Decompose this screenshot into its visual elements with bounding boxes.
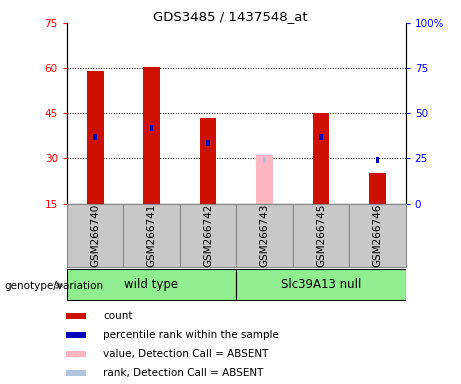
Text: GDS3485 / 1437548_at: GDS3485 / 1437548_at xyxy=(153,10,308,23)
Text: count: count xyxy=(103,311,132,321)
Text: genotype/variation: genotype/variation xyxy=(5,281,104,291)
Text: Slc39A13 null: Slc39A13 null xyxy=(281,278,361,291)
Bar xyxy=(150,125,153,131)
Bar xyxy=(67,204,123,267)
Bar xyxy=(263,157,266,163)
Bar xyxy=(256,156,273,204)
Text: GSM266742: GSM266742 xyxy=(203,204,213,267)
Bar xyxy=(349,204,406,267)
Bar xyxy=(67,269,236,300)
Text: GSM266741: GSM266741 xyxy=(147,204,157,267)
Bar xyxy=(180,204,236,267)
Bar xyxy=(143,67,160,204)
Text: value, Detection Call = ABSENT: value, Detection Call = ABSENT xyxy=(103,349,268,359)
Bar xyxy=(66,369,87,376)
Bar xyxy=(236,269,406,300)
Text: GSM266740: GSM266740 xyxy=(90,204,100,267)
Bar xyxy=(313,113,330,204)
Bar xyxy=(66,332,87,338)
Text: GSM266743: GSM266743 xyxy=(260,204,270,267)
Bar xyxy=(94,134,97,141)
Bar xyxy=(123,204,180,267)
Bar xyxy=(369,174,386,204)
Text: wild type: wild type xyxy=(124,278,178,291)
Text: GSM266746: GSM266746 xyxy=(372,204,383,267)
Bar xyxy=(87,71,104,204)
Bar xyxy=(207,141,210,146)
Text: percentile rank within the sample: percentile rank within the sample xyxy=(103,330,279,340)
Bar xyxy=(200,118,217,204)
Bar xyxy=(319,134,323,141)
Bar xyxy=(66,351,87,357)
Bar xyxy=(293,204,349,267)
Text: rank, Detection Call = ABSENT: rank, Detection Call = ABSENT xyxy=(103,368,263,378)
Bar xyxy=(376,157,379,163)
Text: GSM266745: GSM266745 xyxy=(316,204,326,267)
Bar xyxy=(66,313,87,319)
Bar xyxy=(236,204,293,267)
